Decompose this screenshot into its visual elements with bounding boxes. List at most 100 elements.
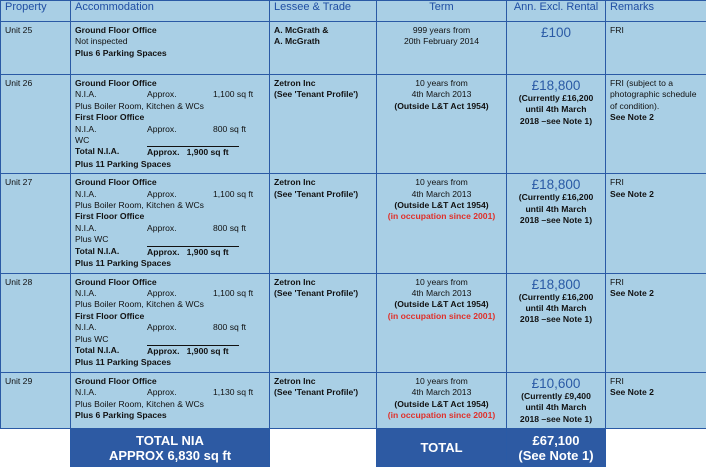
term-line: 10 years from bbox=[381, 277, 502, 288]
accommodation-text: Plus Boiler Room, Kitchen & WCs bbox=[75, 200, 265, 211]
nia-line: N.I.A.Approx.800 sq ft bbox=[75, 124, 265, 135]
lessee-line: Zetron Inc bbox=[274, 177, 372, 188]
accommodation-text: Plus WC bbox=[75, 234, 265, 245]
accommodation-text: Plus Boiler Room, Kitchen & WCs bbox=[75, 101, 265, 112]
nia-label: N.I.A. bbox=[75, 322, 147, 333]
nia-approx: Approx. bbox=[147, 189, 213, 200]
lessee-cell: Zetron Inc(See 'Tenant Profile') bbox=[270, 372, 377, 428]
header-accommodation: Accommodation bbox=[71, 1, 270, 22]
nia-approx: Approx. bbox=[147, 288, 213, 299]
term-occupation-note: (in occupation since 2001) bbox=[381, 410, 502, 421]
unit-cell: Unit 29 bbox=[1, 372, 71, 428]
term-line: 10 years from bbox=[381, 78, 502, 89]
remarks-note: See Note 2 bbox=[610, 112, 702, 123]
remarks-line: FRI bbox=[610, 376, 702, 387]
rent-cell: £100 bbox=[507, 22, 606, 75]
rent-amount: £18,800 bbox=[511, 177, 601, 192]
lessee-cell: Zetron Inc(See 'Tenant Profile') bbox=[270, 273, 377, 372]
totals-row: TOTAL NIA APPROX 6,830 sq ft TOTAL £67,1… bbox=[1, 428, 706, 467]
lessee-line: Zetron Inc bbox=[274, 277, 372, 288]
header-rental: Ann. Excl. Rental bbox=[507, 1, 606, 22]
rent-current-note: 2018 –see Note 1) bbox=[511, 414, 601, 425]
rent-current-note: (Currently £9,400 bbox=[511, 391, 601, 402]
rent-current-note: until 4th March bbox=[511, 402, 601, 413]
header-row: Property Accommodation Lessee & Trade Te… bbox=[1, 1, 706, 22]
accommodation-heading: Plus 11 Parking Spaces bbox=[75, 357, 265, 368]
remarks-line: FRI bbox=[610, 25, 702, 36]
rent-amount: £18,800 bbox=[511, 78, 601, 93]
lessee-cell: Zetron Inc(See 'Tenant Profile') bbox=[270, 75, 377, 174]
nia-line: N.I.A.Approx.1,100 sq ft bbox=[75, 89, 265, 100]
nia-line: N.I.A.Approx.1,100 sq ft bbox=[75, 288, 265, 299]
rent-current-note: until 4th March bbox=[511, 104, 601, 115]
unit-cell: Unit 28 bbox=[1, 273, 71, 372]
rent-current-note: (Currently £16,200 bbox=[511, 93, 601, 104]
term-occupation-note: (in occupation since 2001) bbox=[381, 311, 502, 322]
rent-current-note: 2018 –see Note 1) bbox=[511, 215, 601, 226]
term-act-note: (Outside L&T Act 1954) bbox=[381, 101, 502, 112]
total-nia-amount: Approx. 1,900 sq ft bbox=[147, 345, 239, 357]
remarks-note: See Note 2 bbox=[610, 387, 702, 398]
header-property: Property bbox=[1, 1, 71, 22]
total-nia-label: Total N.I.A. bbox=[75, 146, 147, 158]
total-label: TOTAL bbox=[377, 440, 506, 455]
accommodation-heading: Plus 11 Parking Spaces bbox=[75, 258, 265, 269]
total-label-box: TOTAL bbox=[377, 428, 507, 467]
term-line: 4th March 2013 bbox=[381, 387, 502, 398]
term-act-note: (Outside L&T Act 1954) bbox=[381, 299, 502, 310]
term-line: 20th February 2014 bbox=[381, 36, 502, 47]
accommodation-heading: Ground Floor Office bbox=[75, 376, 265, 387]
remarks-line: FRI bbox=[610, 277, 702, 288]
rent-current-note: (Currently £16,200 bbox=[511, 292, 601, 303]
total-nia-label: TOTAL NIA bbox=[71, 433, 269, 448]
nia-label: N.I.A. bbox=[75, 124, 147, 135]
accommodation-heading: Plus 6 Parking Spaces bbox=[75, 48, 265, 59]
unit-cell: Unit 25 bbox=[1, 22, 71, 75]
lessee-line: A. McGrath bbox=[274, 36, 372, 47]
term-occupation-note: (in occupation since 2001) bbox=[381, 211, 502, 222]
rent-amount: £100 bbox=[511, 25, 601, 40]
lessee-line: (See 'Tenant Profile') bbox=[274, 288, 372, 299]
total-nia-line: Total N.I.A.Approx. 1,900 sq ft bbox=[75, 345, 265, 357]
lessee-line: (See 'Tenant Profile') bbox=[274, 189, 372, 200]
total-nia-line: Total N.I.A.Approx. 1,900 sq ft bbox=[75, 246, 265, 258]
accommodation-text: WC bbox=[75, 135, 265, 146]
accommodation-heading: Plus 11 Parking Spaces bbox=[75, 159, 265, 170]
accommodation-heading: First Floor Office bbox=[75, 311, 265, 322]
accommodation-heading: Ground Floor Office bbox=[75, 277, 265, 288]
unit-cell: Unit 26 bbox=[1, 75, 71, 174]
lessee-cell: A. McGrath &A. McGrath bbox=[270, 22, 377, 75]
nia-label: N.I.A. bbox=[75, 89, 147, 100]
nia-approx: Approx. bbox=[147, 387, 213, 398]
remarks-line: of condition). bbox=[610, 101, 702, 112]
total-nia-box: TOTAL NIA APPROX 6,830 sq ft bbox=[71, 428, 270, 467]
term-act-note: (Outside L&T Act 1954) bbox=[381, 200, 502, 211]
remarks-line: FRI bbox=[610, 177, 702, 188]
accommodation-heading: First Floor Office bbox=[75, 211, 265, 222]
accommodation-heading: Ground Floor Office bbox=[75, 177, 265, 188]
total-nia-label: Total N.I.A. bbox=[75, 246, 147, 258]
nia-value: 800 sq ft bbox=[213, 322, 246, 333]
total-nia-line: Total N.I.A.Approx. 1,900 sq ft bbox=[75, 146, 265, 158]
nia-value: 1,100 sq ft bbox=[213, 89, 253, 100]
lessee-line: (See 'Tenant Profile') bbox=[274, 387, 372, 398]
nia-line: N.I.A.Approx.1,100 sq ft bbox=[75, 189, 265, 200]
nia-approx: Approx. bbox=[147, 89, 213, 100]
term-line: 4th March 2013 bbox=[381, 89, 502, 100]
rent-current-note: until 4th March bbox=[511, 303, 601, 314]
total-nia-amount: Approx. 1,900 sq ft bbox=[147, 246, 239, 258]
term-line: 4th March 2013 bbox=[381, 189, 502, 200]
nia-value: 800 sq ft bbox=[213, 124, 246, 135]
